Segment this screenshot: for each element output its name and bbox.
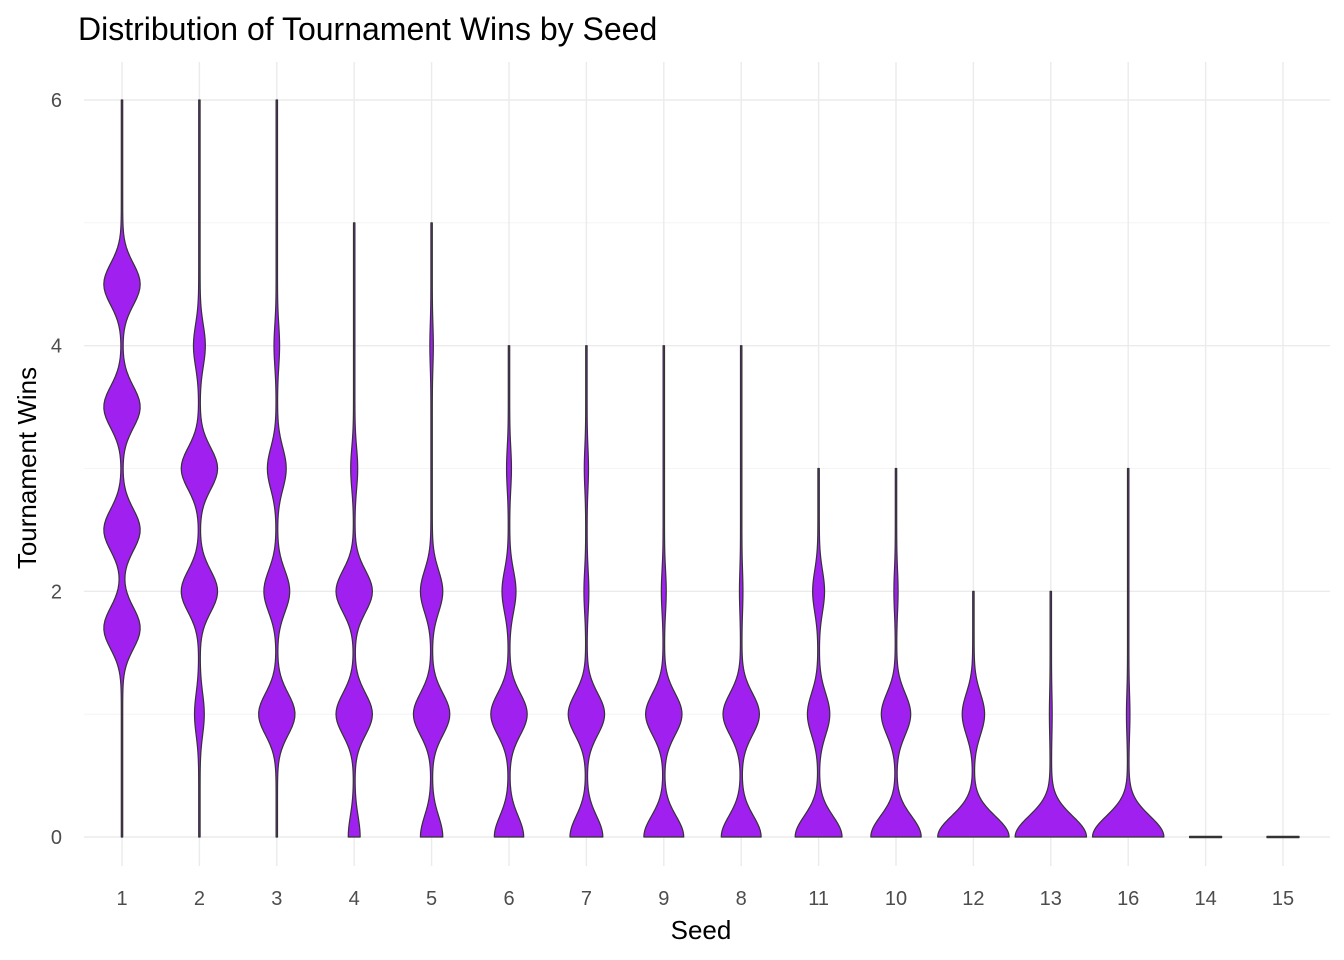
x-tick-label: 12 (962, 888, 984, 910)
violin-seed-7 (567, 345, 606, 838)
y-tick-label: 2 (51, 581, 62, 603)
x-tick-label: 9 (658, 888, 669, 910)
violin-seed-9 (643, 345, 685, 838)
y-tick-label: 4 (51, 336, 62, 358)
x-tick-label: 7 (581, 888, 592, 910)
x-tick-label: 11 (808, 888, 829, 910)
x-tick-label: 2 (194, 888, 205, 910)
violin-seed-14 (1189, 835, 1223, 839)
violin-seed-12 (937, 590, 1010, 838)
violin-seed-13 (1014, 590, 1088, 838)
y-tick-label: 0 (51, 827, 62, 849)
violin-seed-4 (335, 222, 373, 838)
violin-seed-8 (720, 345, 762, 838)
x-tick-label: 4 (349, 888, 360, 910)
violin-seed-10 (870, 467, 922, 838)
violin-seed-5 (412, 222, 451, 838)
x-tick-label: 5 (426, 888, 437, 910)
x-tick-label: 3 (271, 888, 282, 910)
x-axis-title: Seed (671, 915, 732, 945)
x-tick-label: 8 (736, 888, 747, 910)
x-tick-label: 6 (503, 888, 514, 910)
violin-seed-2 (180, 99, 219, 838)
violin-seed-15 (1266, 835, 1300, 839)
x-tick-label: 15 (1272, 888, 1294, 910)
x-tick-label: 14 (1194, 888, 1216, 910)
violins (103, 99, 1300, 839)
chart-title: Distribution of Tournament Wins by Seed (78, 11, 657, 47)
x-tick-label: 1 (116, 888, 127, 910)
x-tick-label: 10 (885, 888, 907, 910)
violin-seed-11 (794, 467, 843, 838)
violin-seed-3 (258, 99, 296, 838)
violin-seed-6 (490, 345, 528, 838)
x-tick-label: 13 (1040, 888, 1062, 910)
y-axis-title: Tournament Wins (12, 367, 42, 569)
y-tick-label: 6 (51, 90, 62, 112)
x-tick-label: 16 (1117, 888, 1139, 910)
violin-seed-16 (1091, 467, 1165, 838)
violin-seed-1 (103, 99, 141, 838)
